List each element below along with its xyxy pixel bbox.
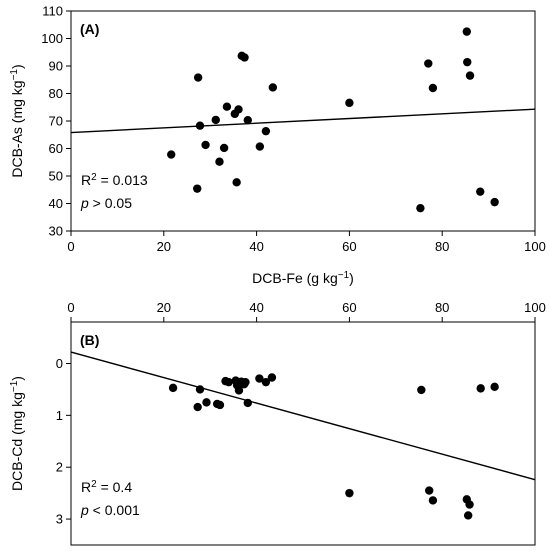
data-point — [234, 105, 243, 114]
y-tick-label: 90 — [49, 59, 63, 74]
panel-label: (B) — [80, 332, 99, 348]
data-point — [428, 496, 438, 505]
regression-line — [70, 351, 536, 481]
data-point — [268, 83, 278, 92]
data-point — [219, 143, 229, 153]
data-point — [476, 384, 485, 393]
panel-a: 0 20 40 60 80 100 30 40 50 60 70 80 90 100 110 (A) R2 = … — [9, 4, 546, 287]
x-tick-label: 100 — [524, 300, 546, 315]
regression-line — [70, 108, 536, 134]
data-point — [463, 57, 472, 67]
data-point — [202, 398, 211, 407]
x-tick-label: 60 — [342, 239, 356, 254]
data-point — [490, 382, 499, 392]
x-tick-label: 80 — [435, 239, 449, 254]
x-tick-label: 0 — [67, 300, 74, 315]
data-point — [424, 59, 433, 68]
x-tick-label: 20 — [157, 239, 171, 254]
data-point — [462, 27, 471, 36]
y-axis-title: DCB-As (mg kg−1) — [9, 64, 26, 177]
y-tick-label: 50 — [49, 169, 63, 184]
data-point — [243, 115, 252, 125]
panel-label: (A) — [80, 21, 99, 37]
plot-frame — [70, 321, 536, 546]
x-tick-label: 60 — [342, 300, 356, 315]
y-tick-label: 40 — [49, 196, 63, 211]
y-tick-label: 0 — [56, 356, 63, 371]
data-point — [476, 187, 485, 196]
data-point — [243, 398, 252, 408]
data-point — [255, 142, 265, 151]
x-tick-label: 40 — [249, 239, 263, 254]
data-point — [490, 197, 499, 207]
x-tick-label: 80 — [435, 300, 449, 315]
data-point — [232, 178, 241, 187]
data-point — [463, 511, 473, 520]
y-tick-label: 3 — [56, 512, 63, 527]
r-squared-label: R2 = 0.4 — [81, 479, 132, 496]
data-point — [416, 203, 425, 213]
data-point — [234, 386, 244, 395]
data-point — [241, 377, 250, 387]
data-point — [211, 115, 220, 125]
x-tick-label: 40 — [249, 300, 263, 315]
data-point — [195, 121, 205, 130]
data-point — [201, 140, 210, 150]
data-point — [267, 373, 277, 382]
data-point — [465, 71, 475, 80]
x-tick-label: 100 — [524, 239, 546, 254]
data-point — [215, 157, 224, 166]
data-point — [261, 377, 271, 387]
y-tick-label: 60 — [49, 141, 63, 156]
y-axis-title: DCB-Cd (mg kg−1) — [9, 376, 26, 491]
data-point — [465, 500, 474, 509]
data-point — [425, 486, 434, 495]
data-point — [222, 102, 232, 111]
data-point — [193, 184, 202, 193]
y-tick-label: 80 — [49, 86, 63, 101]
y-tick-label: 100 — [41, 31, 63, 46]
data-point — [345, 488, 354, 498]
data-point — [168, 383, 178, 393]
data-point — [224, 377, 233, 387]
data-point — [193, 402, 202, 412]
p-value-label: p > 0.05 — [80, 195, 132, 211]
panel-b: 0 20 40 60 80 100 0 1 2 3 (B) R2 = 0.4 p < 0.001 DCB-… — [9, 300, 546, 546]
y-tick-label: 1 — [56, 408, 63, 423]
p-value-label: p < 0.001 — [80, 502, 140, 518]
data-point — [240, 53, 249, 62]
y-tick-label: 70 — [49, 114, 63, 129]
data-point — [215, 400, 225, 410]
y-tick-label: 30 — [49, 224, 63, 239]
data-point — [345, 98, 354, 108]
x-axis-title: DCB-Fe (g kg−1) — [252, 270, 354, 287]
data-point — [261, 126, 271, 136]
data-point — [167, 150, 176, 159]
data-point — [195, 385, 205, 394]
data-point — [428, 83, 438, 93]
data-point — [193, 73, 203, 82]
y-tick-label: 110 — [42, 4, 63, 19]
x-tick-label: 0 — [67, 239, 74, 254]
x-tick-label: 20 — [157, 300, 171, 315]
data-point — [255, 374, 264, 383]
y-tick-label: 2 — [56, 460, 63, 475]
data-point — [417, 385, 426, 395]
r-squared-label: R2 = 0.013 — [81, 172, 148, 189]
